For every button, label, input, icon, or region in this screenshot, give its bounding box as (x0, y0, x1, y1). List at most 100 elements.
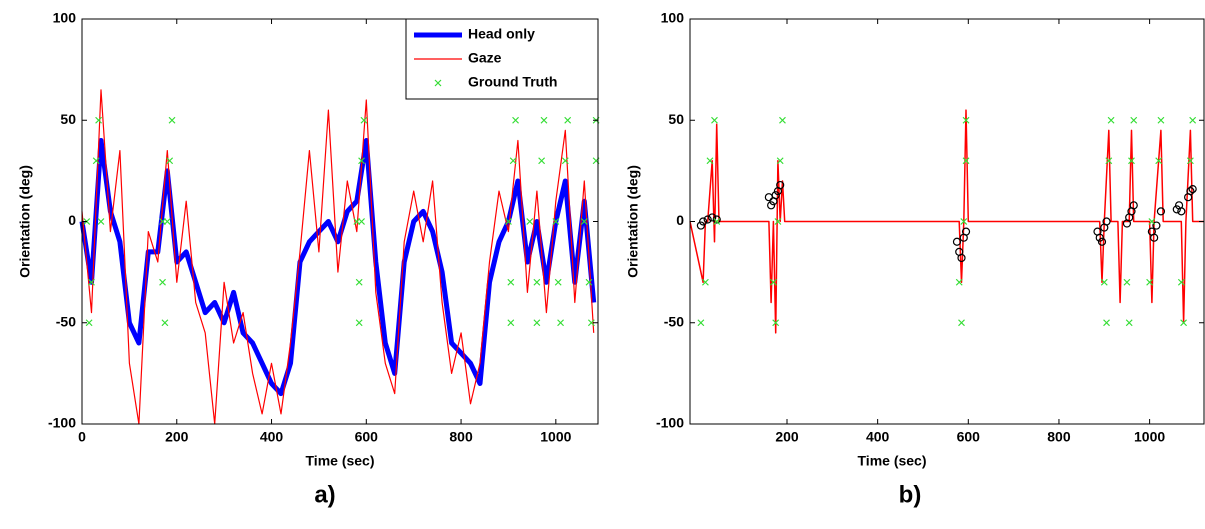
marker-circle (699, 217, 708, 226)
marker-x (1107, 116, 1115, 124)
marker-x (168, 116, 176, 124)
marker-x (509, 157, 517, 165)
legend-label: Gaze (468, 50, 502, 66)
marker-x (772, 319, 780, 327)
caption: b) (899, 481, 922, 508)
y-tick-label: -50 (664, 313, 684, 329)
marker-x (1105, 157, 1113, 165)
marker-x (1128, 157, 1135, 165)
marker-x (561, 157, 569, 165)
marker-x (159, 278, 166, 286)
marker-x (962, 157, 970, 165)
y-tick-label: 0 (68, 212, 76, 228)
x-tick-label: 800 (1047, 429, 1071, 445)
series-line (689, 109, 1204, 334)
plot-area (689, 109, 1204, 334)
marker-x (95, 116, 103, 124)
marker-circle (1172, 205, 1181, 214)
y-tick-label: -100 (656, 415, 684, 431)
marker-x (1146, 278, 1154, 286)
y-tick-label: 100 (53, 10, 77, 26)
marker-x (779, 116, 786, 124)
x-tick-label: 0 (78, 429, 86, 445)
marker-circle (764, 193, 773, 202)
marker-x (711, 116, 718, 124)
marker-x (1180, 319, 1188, 327)
marker-x (358, 218, 365, 225)
plot-area (79, 89, 600, 425)
marker-x (526, 218, 534, 225)
marker-x (960, 218, 968, 225)
legend-swatch (434, 79, 442, 87)
marker-x (701, 278, 709, 286)
marker-x (161, 319, 169, 327)
marker-circle (776, 180, 785, 190)
marker-x (1148, 218, 1156, 225)
x-tick-label: 200 (775, 429, 799, 445)
marker-circle (1102, 217, 1111, 226)
marker-x (166, 157, 174, 165)
y-axis-label: Orientation (deg) (17, 165, 33, 278)
marker-x (962, 116, 970, 124)
marker-x (955, 278, 963, 286)
marker-circle (767, 201, 776, 210)
marker-x (774, 218, 782, 225)
marker-circle (1177, 207, 1186, 216)
x-tick-label: 1000 (540, 429, 571, 445)
marker-x (163, 218, 171, 225)
marker-x (769, 278, 777, 286)
marker-x (1157, 116, 1165, 124)
x-axis-label: Time (sec) (858, 453, 927, 469)
marker-x (554, 278, 562, 286)
marker-x (533, 278, 541, 286)
marker-x (88, 278, 95, 286)
marker-x (1123, 278, 1131, 286)
marker-circle (696, 221, 705, 230)
marker-x (355, 278, 363, 286)
y-tick-label: 100 (661, 10, 685, 26)
marker-circle (712, 215, 721, 224)
marker-x (557, 319, 564, 327)
x-tick-label: 400 (866, 429, 890, 445)
marker-x (505, 218, 512, 225)
y-tick-label: 0 (676, 212, 684, 228)
marker-x (360, 116, 368, 124)
marker-x (358, 157, 365, 165)
marker-x (706, 157, 714, 165)
marker-x (97, 218, 105, 225)
marker-circle (703, 215, 712, 224)
caption: a) (314, 481, 335, 508)
marker-x (587, 319, 595, 327)
marker-x (1186, 157, 1194, 165)
y-axis-label: Orientation (deg) (625, 165, 641, 278)
marker-x (1130, 116, 1138, 124)
x-tick-label: 600 (355, 429, 379, 445)
marker-x (507, 278, 515, 286)
marker-circle (961, 227, 971, 236)
y-tick-label: -100 (48, 415, 76, 431)
marker-x (580, 218, 588, 225)
legend-label: Ground Truth (468, 74, 557, 90)
y-tick-label: 50 (60, 111, 76, 127)
marker-x (1177, 278, 1185, 286)
marker-x (512, 116, 519, 124)
marker-x (564, 116, 572, 124)
marker-x (507, 319, 515, 327)
x-tick-label: 600 (957, 429, 981, 445)
marker-x (1155, 157, 1163, 165)
marker-x (355, 319, 363, 327)
y-tick-label: 50 (668, 111, 684, 127)
x-tick-label: 400 (260, 429, 284, 445)
x-axis-label: Time (sec) (306, 453, 375, 469)
marker-x (958, 319, 965, 327)
marker-x (1125, 319, 1133, 327)
marker-circle (1095, 233, 1104, 242)
marker-circle (1150, 233, 1159, 242)
marker-x (1103, 319, 1110, 327)
x-tick-label: 800 (449, 429, 473, 445)
x-tick-label: 200 (165, 429, 189, 445)
marker-circle (957, 253, 966, 263)
marker-x (1189, 116, 1197, 124)
marker-x (538, 157, 546, 165)
